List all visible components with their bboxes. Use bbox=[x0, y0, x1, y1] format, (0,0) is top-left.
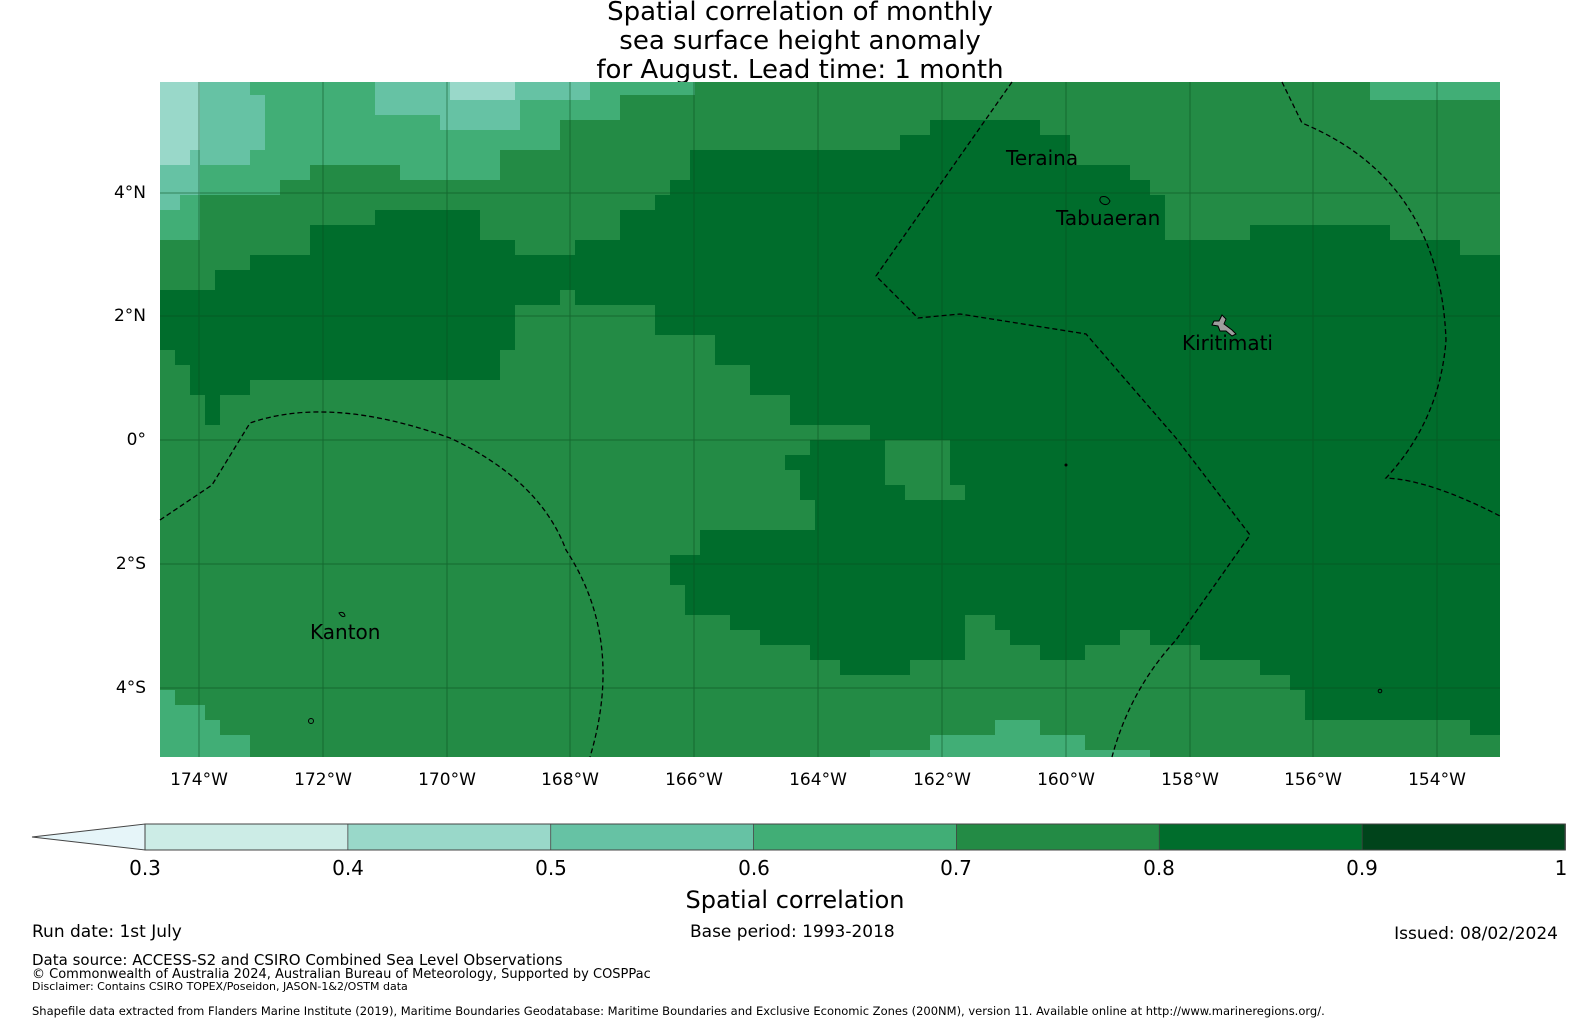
eez-line-east-arc bbox=[1281, 81, 1501, 517]
colorbar-segments bbox=[144, 823, 1566, 851]
lat-tick-label: 4°S bbox=[115, 678, 146, 698]
place-label-kanton: Kanton bbox=[310, 620, 381, 644]
data-source: Data source: ACCESS-S2 and CSIRO Combine… bbox=[32, 951, 563, 969]
island-small-3 bbox=[1064, 463, 1068, 467]
map-title: Spatial correlation of monthly sea surfa… bbox=[480, 0, 1120, 85]
field-top-04 bbox=[450, 82, 515, 100]
island-kanton bbox=[338, 611, 346, 618]
lon-tick-label: 172°W bbox=[294, 770, 352, 790]
base-period: Base period: 1993-2018 bbox=[690, 922, 895, 942]
correlation-field bbox=[160, 82, 1500, 757]
lon-tick-label: 160°W bbox=[1037, 770, 1095, 790]
colorbar-tick-label: 0.4 bbox=[332, 856, 364, 880]
title-line-1: Spatial correlation of monthly bbox=[607, 0, 993, 27]
field-patch-07b bbox=[810, 425, 870, 440]
colorbar-segment bbox=[550, 823, 755, 851]
lon-tick-label: 162°W bbox=[913, 770, 971, 790]
island-tabuaeran bbox=[1099, 196, 1111, 206]
lon-tick-label: 156°W bbox=[1284, 770, 1342, 790]
lon-tick-label: 158°W bbox=[1161, 770, 1219, 790]
lon-tick-label: 168°W bbox=[541, 770, 599, 790]
run-date: Run date: 1st July bbox=[32, 922, 182, 942]
title-line-3: for August. Lead time: 1 month bbox=[596, 55, 1004, 85]
colorbar-segment bbox=[347, 823, 552, 851]
place-label-kiritimati: Kiritimati bbox=[1182, 331, 1273, 355]
colorbar-frame bbox=[144, 823, 1566, 851]
field-nw-06 bbox=[160, 82, 695, 240]
colorbar-label: Spatial correlation bbox=[685, 886, 905, 914]
colorbar-tick-label: 0.5 bbox=[535, 856, 567, 880]
lon-tick-label: 174°W bbox=[170, 770, 228, 790]
lat-tick-label: 4°N bbox=[113, 183, 146, 203]
field-sw-06 bbox=[160, 690, 250, 757]
field-south-08 bbox=[670, 440, 1500, 735]
colorbar-segment bbox=[1158, 823, 1364, 851]
colorbar-extend-min bbox=[31, 823, 146, 851]
place-label-tabuaeran: Tabuaeran bbox=[1056, 206, 1161, 230]
colorbar-segment bbox=[753, 823, 958, 851]
lon-tick-label: 164°W bbox=[789, 770, 847, 790]
issued-date: Issued: 08/02/2024 bbox=[1394, 924, 1558, 944]
colorbar-segment bbox=[1361, 823, 1566, 851]
island-small-2 bbox=[1377, 688, 1383, 694]
lat-tick-label: 0° bbox=[126, 430, 146, 450]
field-nw-05 bbox=[160, 82, 590, 210]
title-line-2: sea surface height anomaly bbox=[619, 26, 981, 56]
colorbar-tick-label: 1 bbox=[1554, 856, 1568, 880]
field-patch-07 bbox=[885, 440, 965, 500]
lat-tick-label: 2°S bbox=[115, 554, 146, 574]
eez-line-kanton-arc bbox=[159, 411, 604, 758]
colorbar-tick-label: 0.6 bbox=[738, 856, 770, 880]
disclaimer: Disclaimer: Contains CSIRO TOPEX/Poseido… bbox=[32, 980, 408, 993]
lon-tick-label: 154°W bbox=[1408, 770, 1466, 790]
lon-tick-label: 170°W bbox=[418, 770, 476, 790]
graticule bbox=[160, 82, 1500, 757]
shapefile-credit: Shapefile data extracted from Flanders M… bbox=[32, 1004, 1325, 1018]
place-label-teraina: Teraina bbox=[1006, 146, 1079, 170]
field-ne-06 bbox=[1370, 82, 1500, 100]
colorbar bbox=[31, 823, 1566, 851]
island-kiritimati bbox=[1211, 314, 1237, 337]
field-nw-04 bbox=[160, 82, 200, 165]
colorbar-tick-label: 0.3 bbox=[129, 856, 161, 880]
eez-line-line-islands bbox=[875, 81, 1251, 758]
colorbar-tick-label: 0.8 bbox=[1143, 856, 1175, 880]
island-small-1 bbox=[308, 718, 314, 724]
field-bottom-06 bbox=[870, 720, 1150, 757]
colorbar-segment bbox=[956, 823, 1161, 851]
eez-boundaries bbox=[159, 81, 1501, 758]
islands bbox=[308, 196, 1383, 724]
field-central-08 bbox=[160, 120, 1500, 470]
colorbar-tick-label: 0.7 bbox=[940, 856, 972, 880]
colorbar-segment bbox=[144, 823, 349, 851]
lon-tick-label: 166°W bbox=[665, 770, 723, 790]
lat-tick-label: 2°N bbox=[113, 306, 146, 326]
copyright: © Commonwealth of Australia 2024, Austra… bbox=[32, 967, 651, 982]
colorbar-tick-label: 0.9 bbox=[1346, 856, 1378, 880]
